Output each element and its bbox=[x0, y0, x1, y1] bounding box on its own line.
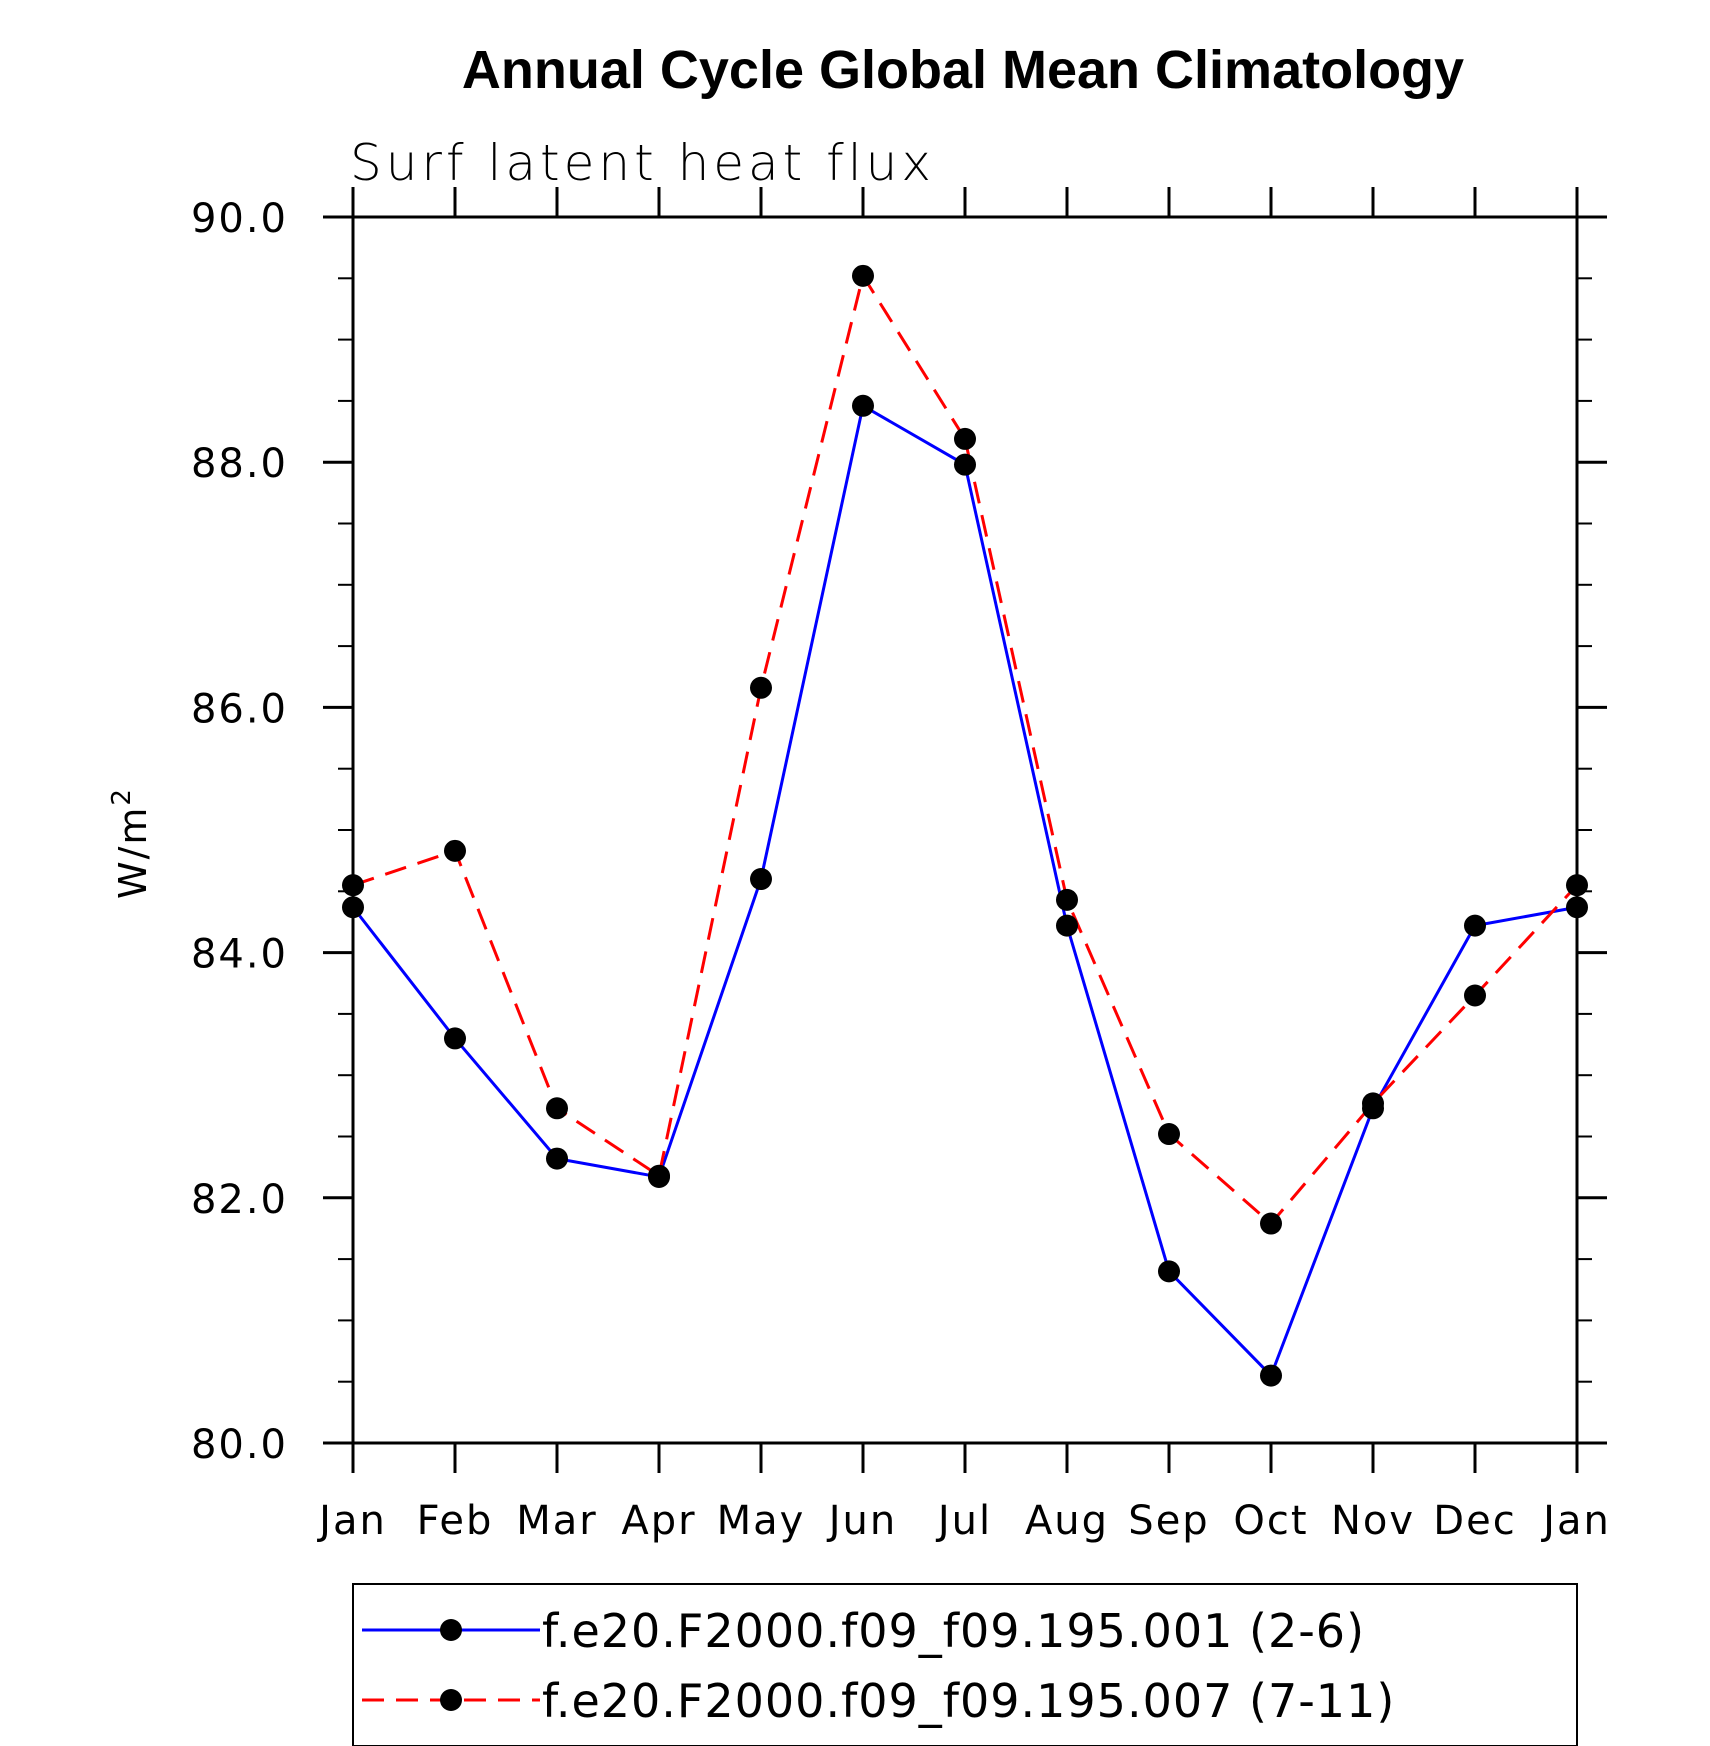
data-point-series-2 bbox=[1056, 888, 1078, 911]
x-tick-label: Feb bbox=[417, 1498, 494, 1544]
y-axis-label-text: W/m bbox=[111, 806, 155, 899]
plot-frame bbox=[351, 215, 1579, 1445]
data-point-series-1 bbox=[1464, 914, 1486, 937]
y-tick-label: 82.0 bbox=[191, 1177, 288, 1223]
data-point-series-2 bbox=[546, 1097, 568, 1120]
x-tick-label: May bbox=[717, 1498, 806, 1544]
y-tick-label: 80.0 bbox=[191, 1422, 288, 1468]
data-point-series-1 bbox=[1260, 1364, 1282, 1387]
data-point-series-1 bbox=[852, 394, 874, 417]
x-tick-label: Dec bbox=[1433, 1498, 1516, 1544]
data-point-series-2 bbox=[1362, 1092, 1384, 1115]
legend-box bbox=[352, 1583, 1578, 1746]
data-point-series-1 bbox=[750, 868, 772, 891]
data-point-series-2 bbox=[444, 839, 466, 862]
x-tick-label: Jan bbox=[316, 1498, 387, 1544]
x-tick-label: Jun bbox=[826, 1498, 898, 1544]
y-tick-label: 88.0 bbox=[191, 441, 288, 487]
x-tick-label: Jul bbox=[935, 1498, 992, 1544]
x-tick-label: Nov bbox=[1331, 1498, 1415, 1544]
data-point-series-2 bbox=[342, 874, 364, 897]
data-point-series-1 bbox=[1056, 914, 1078, 937]
data-point-series-2 bbox=[750, 676, 772, 699]
plot-axes bbox=[351, 215, 1579, 1445]
y-tick-label: 90.0 bbox=[191, 196, 288, 242]
y-tick-labels: 80.0 82.0 84.0 86.0 88.0 90.0 bbox=[191, 196, 288, 1468]
data-point-series-1 bbox=[1158, 1260, 1180, 1283]
data-point-series-2 bbox=[1566, 874, 1588, 897]
y-tick-label: 86.0 bbox=[191, 686, 288, 732]
x-tick-label: Oct bbox=[1233, 1498, 1308, 1544]
legend-marker-2 bbox=[440, 1689, 462, 1711]
x-tick-label: Mar bbox=[516, 1498, 597, 1544]
data-point-series-2 bbox=[954, 427, 976, 450]
x-tick-label: Jan bbox=[1540, 1498, 1611, 1544]
data-point-series-2 bbox=[1158, 1123, 1180, 1146]
y-axis-label-sup: 2 bbox=[107, 787, 137, 806]
axis-ticks bbox=[323, 187, 1607, 1473]
data-point-series-1 bbox=[342, 896, 364, 919]
series-line-2 bbox=[352, 272, 1579, 1226]
legend-label-1: f.e20.F2000.f09_f09.195.001 (2-6) bbox=[542, 1604, 1365, 1658]
legend-label-2: f.e20.F2000.f09_f09.195.007 (7-11) bbox=[542, 1674, 1395, 1728]
data-point-series-2 bbox=[1464, 984, 1486, 1007]
data-point-series-2 bbox=[852, 264, 874, 287]
x-tick-labels: Jan Feb Mar Apr May Jun Jul Aug Sep Oct Nov Dec Jan bbox=[316, 1498, 1611, 1544]
legend: f.e20.F2000.f09_f09.195.001 (2-6) f.e20.F… bbox=[352, 1583, 1578, 1746]
y-tick-label: 84.0 bbox=[191, 932, 288, 978]
series-markers bbox=[342, 264, 1588, 1387]
data-point-series-1 bbox=[954, 453, 976, 476]
data-point-series-1 bbox=[546, 1147, 568, 1170]
data-point-series-1 bbox=[1566, 896, 1588, 919]
chart-subtitle: Surf latent heat flux bbox=[350, 134, 935, 192]
data-point-series-2 bbox=[1260, 1212, 1282, 1235]
y-axis-label: W/m2 bbox=[107, 787, 155, 899]
series-line-1 bbox=[351, 403, 1578, 1379]
legend-marker-1 bbox=[440, 1619, 462, 1641]
x-tick-label: Sep bbox=[1128, 1498, 1209, 1544]
data-point-series-2 bbox=[648, 1164, 670, 1187]
x-tick-label: Apr bbox=[621, 1498, 696, 1544]
data-point-series-1 bbox=[444, 1027, 466, 1050]
chart-title: Annual Cycle Global Mean Climatology bbox=[462, 40, 1464, 100]
x-tick-label: Aug bbox=[1025, 1498, 1109, 1544]
